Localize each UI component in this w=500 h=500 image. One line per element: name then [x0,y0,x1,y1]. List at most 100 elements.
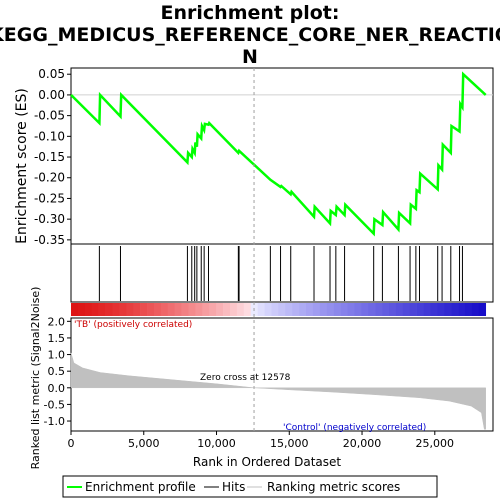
colorbar-segment [243,303,252,316]
es-y-tick-label: -0.15 [34,150,65,164]
colorbar-segment [388,303,397,316]
colorbar-segment [326,303,334,316]
metric-y-tick-label: 0.5 [48,365,66,378]
metric-y-axis: 2.0 1.5 1.0 0.5 0.0 -0.5 -1.0 [44,315,71,428]
ranking-colorbar [71,303,487,316]
colorbar-segment [216,303,224,316]
colorbar-segment [430,303,438,316]
x-tick-label: 20,000 [343,437,382,450]
metric-y-axis-label: Ranked list metric (Signal2Noise) [29,287,42,470]
colorbar-segment [395,303,404,316]
negative-label: 'Control' (negatively correlated) [283,423,426,433]
es-y-tick-label: -0.10 [34,129,65,143]
es-y-tick-label: -0.05 [34,109,65,123]
colorbar-segment [416,303,424,316]
colorbar-segment [299,303,307,316]
legend-hits-label: Hits [222,480,245,494]
colorbar-segment [264,303,272,316]
colorbar-segment [181,303,189,316]
x-tick-label: 10,000 [197,437,236,450]
es-y-axis: 0.05 0.00 -0.05 -0.10 -0.15 -0.20 -0.25 -0.30 -0… [34,67,493,247]
metric-y-tick-label: 0.0 [48,382,66,395]
metric-y-tick-label: 1.5 [48,332,66,345]
colorbar-segment [160,303,169,316]
colorbar-segment [98,303,106,316]
colorbar-segment [471,303,480,316]
colorbar-segment [126,303,134,316]
metric-y-tick-label: -1.0 [44,415,65,428]
colorbar-segment [84,303,93,316]
colorbar-segment [91,303,99,316]
colorbar-segment [292,303,300,316]
colorbar-segment [409,303,417,316]
enrichment-profile [70,71,487,237]
colorbar-segment [375,303,383,316]
x-tick-label: 0 [68,437,75,450]
colorbar-segment [202,303,210,316]
colorbar-segment [112,303,120,316]
colorbar-segment [306,303,314,316]
es-y-tick-label: -0.25 [34,191,65,205]
es-y-tick-label: 0.05 [38,67,65,81]
chart-title-line-1: Enrichment plot: [161,2,340,24]
legend-metric-label: Ranking metric scores [267,480,400,494]
hit-markers [98,246,463,301]
metric-panel-frame [70,317,494,432]
colorbar-segment [105,303,113,316]
es-y-tick-label: -0.30 [34,212,65,226]
colorbar-segment [312,303,321,316]
colorbar-segment [340,303,348,316]
ranking-metric-area [70,68,486,431]
x-tick-label: 25,000 [416,437,455,450]
colorbar-segment [478,303,487,316]
es-y-tick-label: 0.00 [38,88,65,102]
hits-panel-frame [70,243,494,303]
colorbar-segment [209,303,217,316]
es-y-tick-label: -0.20 [34,171,65,185]
enrichment-profile-line [70,71,487,237]
es-y-tick-label: -0.35 [34,233,65,247]
colorbar-segment [147,303,155,316]
colorbar-segment [188,303,196,316]
colorbar-segment [458,303,466,316]
x-axis: 0 5,000 10,000 15,000 20,000 25,000 [68,431,455,450]
colorbar-segment [167,303,175,316]
colorbar-segment [133,303,141,316]
colorbar-segment [174,303,182,316]
colorbar-segment [451,303,459,316]
colorbar-segment [347,303,355,316]
zero-cross-label: Zero cross at 12578 [200,373,291,383]
colorbar-segment [278,303,286,316]
x-tick-label: 5,000 [128,437,160,450]
colorbar-segment [229,303,238,316]
colorbar-segment [423,303,431,316]
colorbar-segment [437,303,445,316]
colorbar-segment [361,303,369,316]
chart-title-line-2: KEGG_MEDICUS_REFERENCE_CORE_NER_REACTIO [0,24,500,46]
es-y-axis-label: Enrichment score (ES) [14,88,30,244]
colorbar-segment [354,303,362,316]
x-tick-label: 15,000 [270,437,309,450]
colorbar-segment [140,303,148,316]
colorbar-segment [402,303,410,316]
x-axis-label: Rank in Ordered Dataset [193,455,341,469]
colorbar-segment [464,303,473,316]
colorbar-segment [257,303,265,316]
colorbar-segment [444,303,452,316]
colorbar-segment [223,303,231,316]
colorbar-segment [119,303,127,316]
metric-y-tick-label: 1.0 [48,349,66,362]
colorbar-segment [236,303,245,316]
colorbar-segment [285,303,293,316]
colorbar-segment [71,303,79,316]
metric-y-tick-label: 2.0 [48,315,66,328]
chart-title-line-3: N [242,46,258,68]
legend-enrichment-label: Enrichment profile [85,480,196,494]
colorbar-segment [195,303,203,316]
colorbar-segment [271,303,279,316]
colorbar-segment [319,303,328,316]
es-panel-frame [70,67,494,245]
ranking-metric-fill [70,352,486,430]
colorbar-segment [382,303,390,316]
